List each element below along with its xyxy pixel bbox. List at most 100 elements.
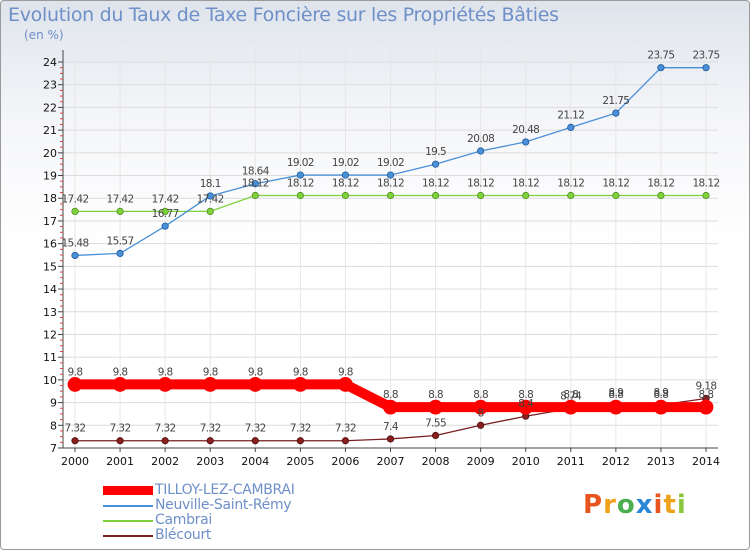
data-label: 7.32 <box>290 423 311 435</box>
data-label: 20.08 <box>467 133 494 145</box>
data-point <box>383 399 398 415</box>
data-label: 17.42 <box>197 193 224 205</box>
x-tick-label: 2008 <box>422 455 450 468</box>
data-label: 23.75 <box>692 50 719 62</box>
y-tick-label: 20 <box>43 147 57 160</box>
y-tick-label: 12 <box>43 328 57 341</box>
data-point <box>292 377 308 392</box>
data-label: 18.12 <box>332 178 359 190</box>
legend-swatch <box>103 534 153 537</box>
data-label: 7.4 <box>383 421 399 433</box>
data-point <box>251 191 259 200</box>
data-label: 18.12 <box>692 178 719 190</box>
x-tick-label: 2001 <box>106 455 134 468</box>
legend-label: Blécourt <box>155 527 212 543</box>
data-label: 18.12 <box>647 178 674 190</box>
data-label: 18.12 <box>287 178 314 190</box>
data-label: 20.48 <box>512 124 539 136</box>
data-point <box>567 123 575 131</box>
data-label: 8.8 <box>563 389 578 401</box>
data-label: 7.32 <box>335 423 356 435</box>
data-label: 8.8 <box>699 389 714 401</box>
data-point <box>657 64 665 72</box>
data-point <box>477 421 485 429</box>
data-label: 7.32 <box>110 423 131 435</box>
data-point <box>386 171 395 179</box>
y-tick-label: 15 <box>43 260 57 273</box>
data-point <box>161 437 169 445</box>
data-point <box>431 191 440 200</box>
data-point <box>251 437 259 445</box>
data-point <box>477 147 485 155</box>
data-label: 7.32 <box>200 423 221 435</box>
x-tick-label: 2005 <box>286 455 314 468</box>
data-point <box>567 191 575 200</box>
data-point <box>698 399 714 415</box>
data-point <box>431 431 440 440</box>
y-tick-label: 14 <box>43 283 57 296</box>
data-point <box>522 191 530 200</box>
data-point <box>71 251 79 260</box>
y-tick-label: 11 <box>43 351 57 364</box>
data-point <box>341 171 350 179</box>
logo-letter: i <box>676 490 687 520</box>
data-point <box>702 191 710 200</box>
data-point <box>206 437 214 445</box>
data-point <box>71 437 79 445</box>
data-point <box>251 180 259 188</box>
y-tick-label: 24 <box>43 56 57 69</box>
data-label: 7.32 <box>245 423 266 435</box>
data-label: 8.8 <box>608 389 623 401</box>
data-label: 7.32 <box>155 423 176 435</box>
y-tick-label: 19 <box>43 170 57 183</box>
data-label: 18.1 <box>200 178 221 190</box>
axes <box>58 50 718 452</box>
data-point <box>522 138 530 146</box>
data-label: 7.32 <box>65 423 86 435</box>
data-label: 15.48 <box>61 237 88 249</box>
data-point <box>608 399 624 415</box>
data-label: 8.9 <box>653 387 668 399</box>
y-tick-label: 9 <box>50 397 57 410</box>
y-tick-label: 17 <box>43 215 57 228</box>
x-tick-labels: 2000 2001 2002 2003 2004 2005 2006 2007 2008 2009… <box>61 455 720 468</box>
data-label: 8.74 <box>560 390 582 402</box>
x-tick-label: 2010 <box>512 455 540 468</box>
data-point <box>67 377 83 392</box>
data-point <box>431 160 440 168</box>
data-point <box>296 171 304 179</box>
data-label: 18.12 <box>557 178 584 190</box>
data-point <box>247 377 263 392</box>
data-point <box>161 207 169 216</box>
logo-letter: t <box>663 490 677 520</box>
y-tick-label: 16 <box>43 238 57 251</box>
legend-swatch <box>103 486 153 495</box>
data-label: 18.12 <box>602 178 629 190</box>
data-point <box>518 399 534 415</box>
data-label: 15.57 <box>107 235 134 247</box>
x-tick-label: 2002 <box>151 455 179 468</box>
data-label: 9.8 <box>248 366 263 378</box>
legend-swatch <box>103 504 153 507</box>
data-point <box>702 64 710 72</box>
data-point <box>206 192 214 200</box>
data-label: 9.8 <box>293 366 308 378</box>
data-point <box>112 377 128 392</box>
data-label: 9.8 <box>203 366 218 378</box>
data-label: 18.12 <box>242 178 269 190</box>
data-point <box>612 191 620 200</box>
y-tick-label: 18 <box>43 192 57 205</box>
y-tick-label: 7 <box>50 442 57 455</box>
data-label: 8.8 <box>473 389 488 401</box>
legend-label: Neuville-Saint-Rémy <box>155 497 292 513</box>
data-label: 8.8 <box>428 389 443 401</box>
y-tick-label: 8 <box>50 419 57 432</box>
data-label: 17.42 <box>107 193 134 205</box>
legend-swatch <box>103 519 153 522</box>
x-tick-label: 2003 <box>196 455 224 468</box>
data-point <box>206 207 214 216</box>
legend-label: TILLOY-LEZ-CAMBRAI <box>155 482 295 498</box>
data-point <box>477 191 485 200</box>
